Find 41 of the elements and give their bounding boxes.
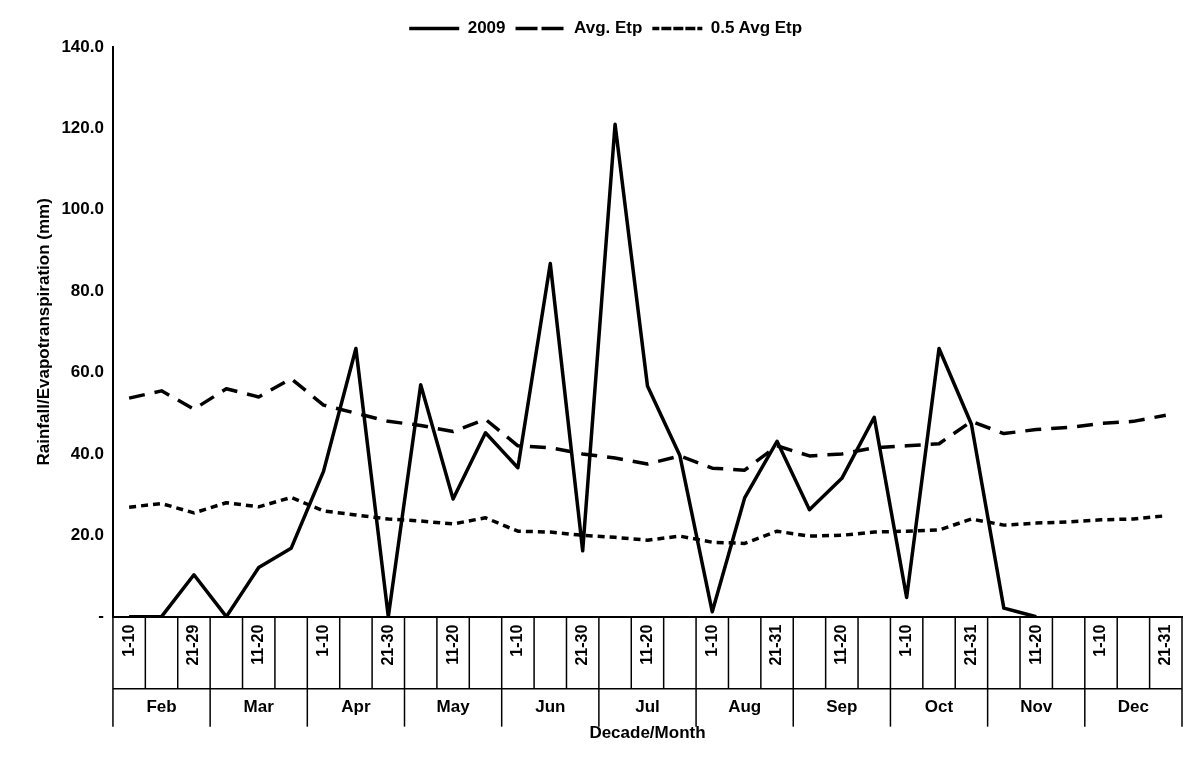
text: Jul xyxy=(635,697,660,717)
text: Oct xyxy=(924,697,954,717)
text: Feb xyxy=(146,697,177,717)
y-tick-label: 120.0 xyxy=(61,118,104,138)
x-tick-label: 11-20 xyxy=(832,624,850,665)
x-tick-label: 21-31 xyxy=(1156,624,1174,666)
y-tick-label: 20.0 xyxy=(70,524,104,544)
x-tick-label: 11-20 xyxy=(443,624,461,665)
text: Apr xyxy=(341,697,371,717)
text: Jun xyxy=(535,697,566,717)
text: Dec xyxy=(1117,697,1149,717)
x-tick-label: 21-30 xyxy=(573,624,591,666)
x-tick-label: 1-10 xyxy=(1091,624,1109,657)
y-tick-label: 40.0 xyxy=(70,443,104,463)
legend-label: 2009 xyxy=(467,18,506,38)
x-tick-label: 1-10 xyxy=(119,624,137,657)
x-tick-label: 21-30 xyxy=(378,624,396,666)
legend-label: 0.5 Avg Etp xyxy=(710,18,803,38)
text: May xyxy=(436,697,471,717)
x-tick-label: 11-20 xyxy=(249,624,267,665)
x-tick-label: 21-29 xyxy=(184,624,202,666)
x-tick-label: 1-10 xyxy=(702,624,720,657)
x-axis-title: Decade/Month xyxy=(589,723,706,743)
y-tick-label: - xyxy=(98,606,104,626)
x-tick-label: 1-10 xyxy=(313,624,331,657)
text: Nov xyxy=(1020,697,1053,717)
y-tick-label: 100.0 xyxy=(61,199,104,219)
x-tick-label: 11-20 xyxy=(637,624,655,665)
x-tick-label: 21-31 xyxy=(961,624,979,666)
text: Mar xyxy=(243,697,275,717)
y-tick-label: 140.0 xyxy=(61,36,104,56)
legend-label: Avg. Etp xyxy=(574,18,643,38)
x-tick-label: 11-20 xyxy=(1026,624,1044,665)
text: Aug xyxy=(728,697,762,717)
y-tick-label: 80.0 xyxy=(70,280,104,300)
x-tick-label: 21-31 xyxy=(767,624,785,666)
x-tick-label: 1-10 xyxy=(508,624,526,657)
x-tick-label: 1-10 xyxy=(897,624,915,657)
y-axis-title: Rainfall/Evapotranspiration (mm) xyxy=(33,198,53,466)
text: Sep xyxy=(826,697,858,717)
y-tick-label: 60.0 xyxy=(70,362,104,382)
